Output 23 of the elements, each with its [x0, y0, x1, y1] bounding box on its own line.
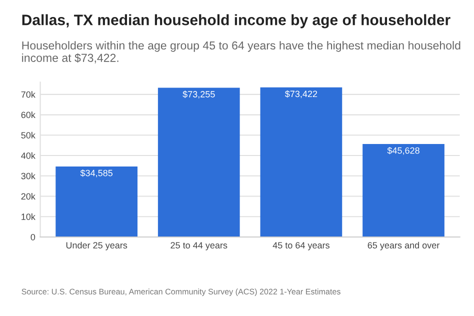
y-tick-label: 70k: [21, 91, 36, 98]
y-tick-label: 0: [30, 234, 36, 240]
y-tick-label: 30k: [21, 172, 36, 180]
y-tick-label: 50k: [21, 132, 36, 138]
bar: [158, 88, 240, 237]
x-tick-label: 65 years and over: [368, 242, 440, 250]
chart-subtitle: Householders within the age group 45 to 64 years have the highest median household income at $73,422.: [22, 41, 460, 64]
y-tick-label: 10k: [22, 213, 36, 220]
x-tick-label: 25 to 44 years: [170, 242, 228, 250]
bar: [362, 144, 444, 237]
data-label: $73,255: [182, 90, 215, 99]
y-tick-label: 40k: [21, 152, 36, 159]
bar: [56, 166, 138, 237]
data-label: $73,422: [284, 90, 318, 98]
x-tick-label: 45 to 64 years: [272, 242, 330, 250]
x-tick-label: Under 25 years: [66, 242, 128, 250]
source-note: Source: U.S. Census Bureau, American Community Survey (ACS) 2022 1-Year Estimates: [22, 288, 340, 296]
chart-title: Dallas, TX median household income by age of householder: [22, 14, 450, 28]
data-label: $34,585: [80, 169, 113, 178]
y-tick-label: 60k: [21, 111, 36, 118]
data-label: $45,628: [387, 146, 420, 155]
y-tick-label: 20k: [21, 192, 36, 200]
bar: [260, 87, 342, 237]
